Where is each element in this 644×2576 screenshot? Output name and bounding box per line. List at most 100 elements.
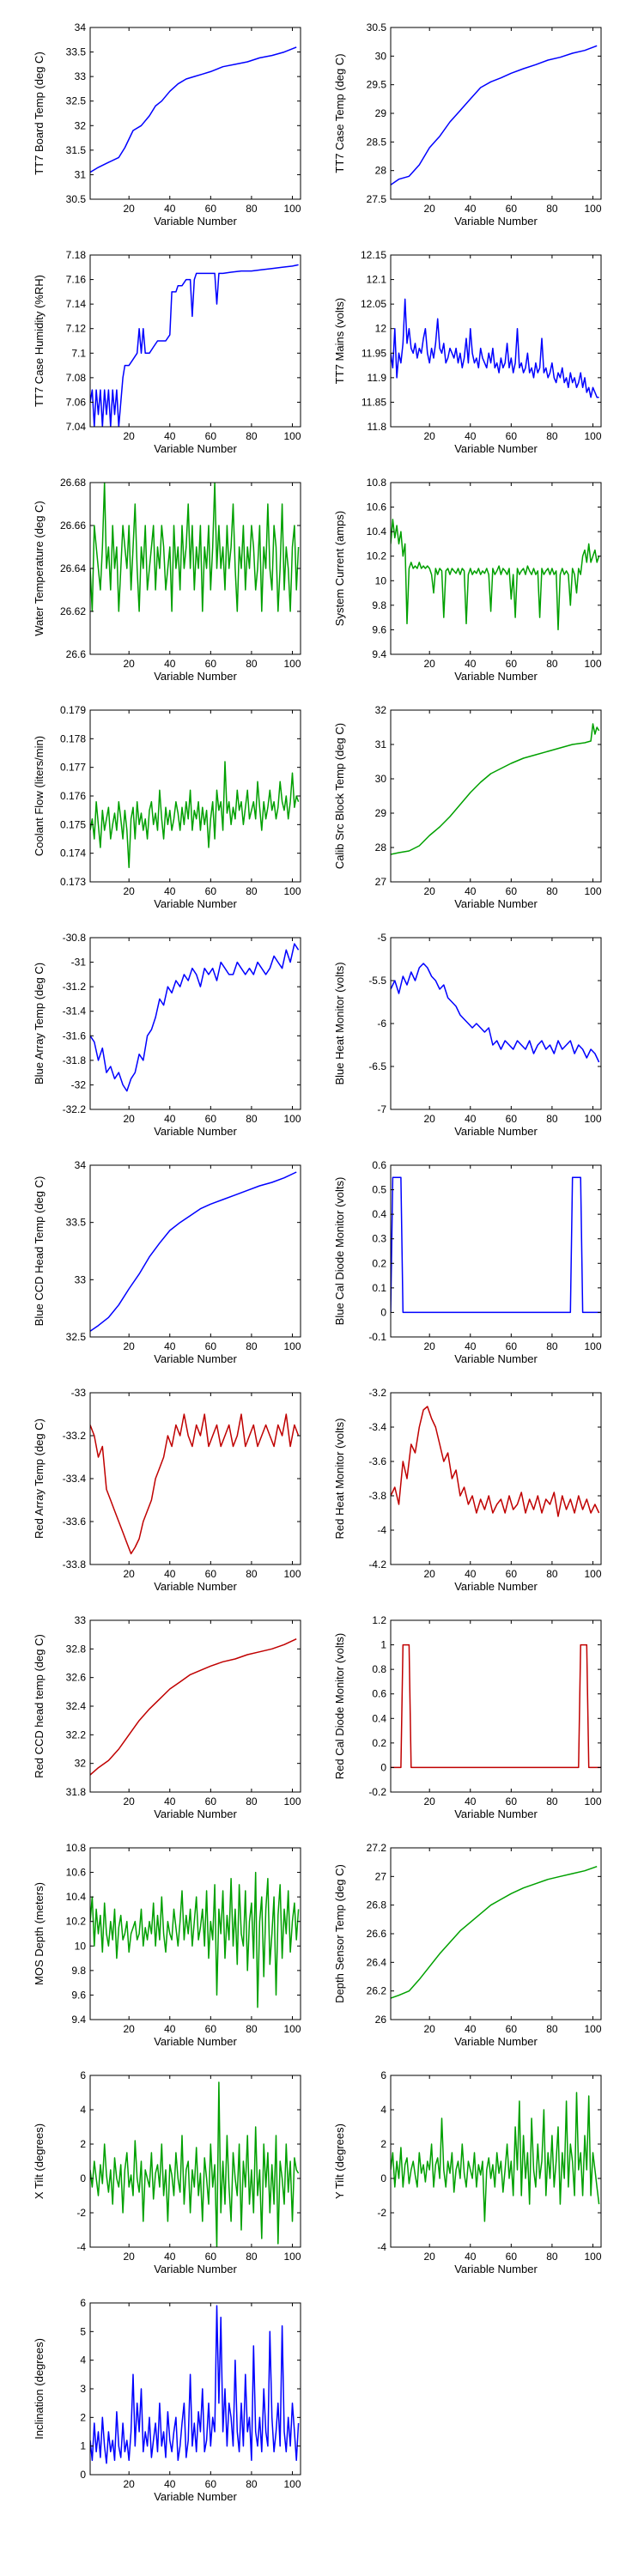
series-line: [90, 1171, 297, 1332]
series-line: [90, 1871, 300, 2008]
y-tick-label: -4: [377, 2241, 386, 2253]
plot-frame: [390, 709, 602, 883]
y-tick-label: 27: [375, 876, 387, 888]
series-line: [90, 1638, 297, 1776]
x-tick-label: 80: [246, 1340, 258, 1352]
x-tick-label: 40: [465, 1113, 477, 1125]
x-tick-label: 100: [283, 1113, 301, 1125]
y-tick-label: 0: [80, 2469, 86, 2481]
x-tick-label: 20: [124, 658, 136, 670]
y-tick-label: 0.8: [372, 1663, 386, 1675]
y-tick-label: 10.6: [367, 501, 387, 513]
y-tick-label: 29: [375, 107, 387, 119]
y-tick-label: -31.6: [63, 1030, 87, 1042]
x-tick-label: 60: [205, 1113, 217, 1125]
y-tick-label: 1: [380, 1639, 386, 1651]
y-tick-label: 10.8: [66, 1842, 87, 1854]
chart-3: 20 40 60 80 100 7.04 7.06 7.08 7.1 7.12 7.14 7.16 7.…: [33, 249, 301, 455]
x-tick-label: 40: [465, 2023, 477, 2035]
x-axis-label: Variable Number: [454, 1125, 538, 1138]
y-tick-label: 0: [380, 1306, 386, 1318]
x-tick-label: 60: [506, 885, 518, 897]
x-tick-label: 100: [283, 658, 301, 670]
plot-frame: [390, 1847, 602, 2020]
y-tick-label: -33.6: [63, 1516, 87, 1528]
series-line: [391, 1865, 598, 1999]
x-tick-label: 20: [424, 885, 436, 897]
y-tick-label: 30.5: [66, 193, 87, 205]
x-tick-label: 80: [546, 1340, 558, 1352]
y-tick-label: 7.16: [66, 274, 87, 286]
y-tick-label: -4: [76, 2241, 86, 2253]
y-tick-label: -6.5: [368, 1060, 386, 1072]
x-axis-label: Variable Number: [154, 2263, 237, 2275]
x-tick-label: 60: [205, 2251, 217, 2263]
y-tick-label: -2: [76, 2207, 86, 2219]
y-axis-label: MOS Depth (meters): [33, 1882, 46, 1985]
x-axis-label: Variable Number: [454, 1580, 538, 1593]
plot-frame: [390, 2075, 602, 2248]
y-tick-label: 0.173: [60, 876, 86, 888]
y-tick-label: 9.4: [372, 648, 386, 660]
y-tick-label: 1.2: [372, 1614, 386, 1626]
x-axis-label: Variable Number: [454, 442, 538, 455]
x-axis-label: Variable Number: [154, 2490, 237, 2503]
x-tick-label: 60: [205, 1340, 217, 1352]
y-tick-label: 26.62: [60, 605, 86, 617]
x-tick-label: 60: [205, 1568, 217, 1580]
x-tick-label: 100: [584, 1795, 601, 1807]
y-tick-label: 33.5: [66, 46, 87, 58]
y-tick-label: 2: [80, 2138, 86, 2150]
y-tick-label: 26.6: [66, 648, 87, 660]
x-tick-label: 80: [546, 1568, 558, 1580]
y-tick-label: 12.05: [361, 298, 386, 310]
x-tick-label: 100: [283, 885, 301, 897]
x-tick-label: 20: [424, 430, 436, 442]
y-axis-label: Blue Cal Diode Monitor (volts): [333, 1177, 346, 1326]
y-tick-label: 32.5: [66, 1331, 87, 1343]
y-tick-label: 0.6: [372, 1688, 386, 1700]
x-tick-label: 20: [424, 1795, 436, 1807]
x-tick-label: 80: [246, 2251, 258, 2263]
x-tick-label: 40: [164, 1340, 176, 1352]
y-tick-label: 33: [75, 70, 87, 82]
y-axis-label: Red Heat Monitor (volts): [333, 1419, 346, 1540]
x-tick-label: 40: [465, 1568, 477, 1580]
x-axis-label: Variable Number: [454, 2263, 538, 2275]
series-line: [391, 1406, 600, 1517]
chart-11: 20 40 60 80 100 32.5 33 33.5 34 Variable Number Bl…: [33, 1159, 301, 1365]
x-tick-label: 100: [283, 2478, 301, 2490]
x-tick-label: 60: [205, 203, 217, 215]
y-tick-label: 4: [380, 2104, 386, 2116]
x-tick-label: 80: [546, 2023, 558, 2035]
x-tick-label: 20: [424, 1113, 436, 1125]
y-tick-label: 27: [375, 1870, 387, 1882]
chart-8: 20 40 60 80 100 27 28 29 30 31 32 Variable Number Ca…: [333, 704, 602, 910]
x-axis-label: Variable Number: [154, 1580, 237, 1593]
y-tick-label: 26.2: [367, 1985, 387, 1997]
x-axis-label: Variable Number: [454, 670, 538, 683]
y-tick-label: 7.04: [66, 421, 87, 433]
chart-17: 20 40 60 80 100 9.4 9.6 9.8 10 10.2 10.4 10.6 10.8 Va…: [33, 1842, 301, 2048]
plot-frame: [390, 937, 602, 1110]
chart-1: 20 40 60 80 100 30.5 31 31.5 32 32.5 33 33.5 34 Varia…: [33, 21, 301, 228]
x-tick-label: 20: [124, 2251, 136, 2263]
plot-frame: [390, 27, 602, 200]
series-line: [90, 2081, 300, 2247]
y-tick-label: 7.08: [66, 372, 87, 384]
x-tick-label: 100: [584, 430, 601, 442]
x-tick-label: 100: [584, 1113, 601, 1125]
y-tick-label: 9.4: [71, 2014, 86, 2026]
y-tick-label: 0.4: [372, 1208, 386, 1220]
y-axis-label: Calib Src Block Temp (deg C): [333, 723, 346, 869]
x-tick-label: 60: [205, 2023, 217, 2035]
x-tick-label: 100: [584, 885, 601, 897]
x-tick-label: 40: [465, 430, 477, 442]
y-tick-label: -3.2: [368, 1387, 386, 1399]
chart-16: 20 40 60 80 100 -0.2 0 0.2 0.4 0.6 0.8 1 1.2 Variable…: [333, 1614, 602, 1820]
x-tick-label: 60: [506, 1795, 518, 1807]
y-tick-label: 9.8: [71, 1965, 86, 1977]
x-tick-label: 60: [506, 1113, 518, 1125]
series-line: [391, 2092, 600, 2222]
x-tick-label: 20: [124, 1340, 136, 1352]
